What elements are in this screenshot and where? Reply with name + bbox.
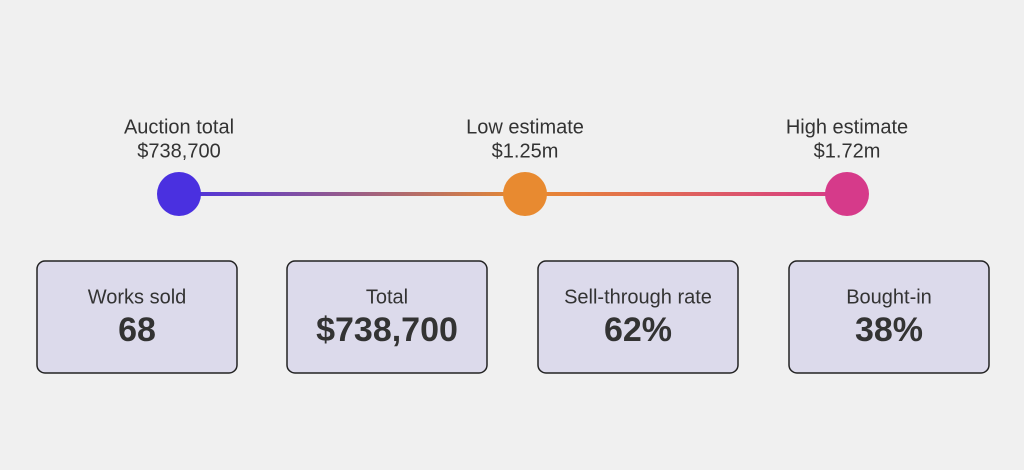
card-box — [286, 260, 488, 374]
card-value: 68 — [118, 311, 156, 349]
point-label: High estimate — [786, 116, 908, 138]
stat-card: Bought-in 38% — [788, 260, 990, 374]
card-value: $738,700 — [316, 311, 458, 349]
point-label: Low estimate — [466, 116, 584, 138]
card-value: 38% — [855, 311, 923, 349]
card-box — [537, 260, 739, 374]
point-value: $1.25m — [492, 140, 559, 162]
stat-card: Total $738,700 — [286, 260, 488, 374]
card-value: 62% — [604, 311, 672, 349]
stat-card: Works sold 68 — [36, 260, 238, 374]
card-label: Total — [366, 286, 408, 308]
card-box — [36, 260, 238, 374]
timeline-dot — [157, 172, 201, 216]
timeline-dot — [503, 172, 547, 216]
point-value: $738,700 — [137, 140, 220, 162]
card-label: Sell-through rate — [564, 286, 712, 308]
stat-card: Sell-through rate 62% — [537, 260, 739, 374]
card-box — [788, 260, 990, 374]
point-label: Auction total — [124, 116, 234, 138]
timeline-dot — [825, 172, 869, 216]
point-value: $1.72m — [814, 140, 881, 162]
card-label: Bought-in — [846, 286, 932, 308]
card-label: Works sold — [88, 286, 187, 308]
